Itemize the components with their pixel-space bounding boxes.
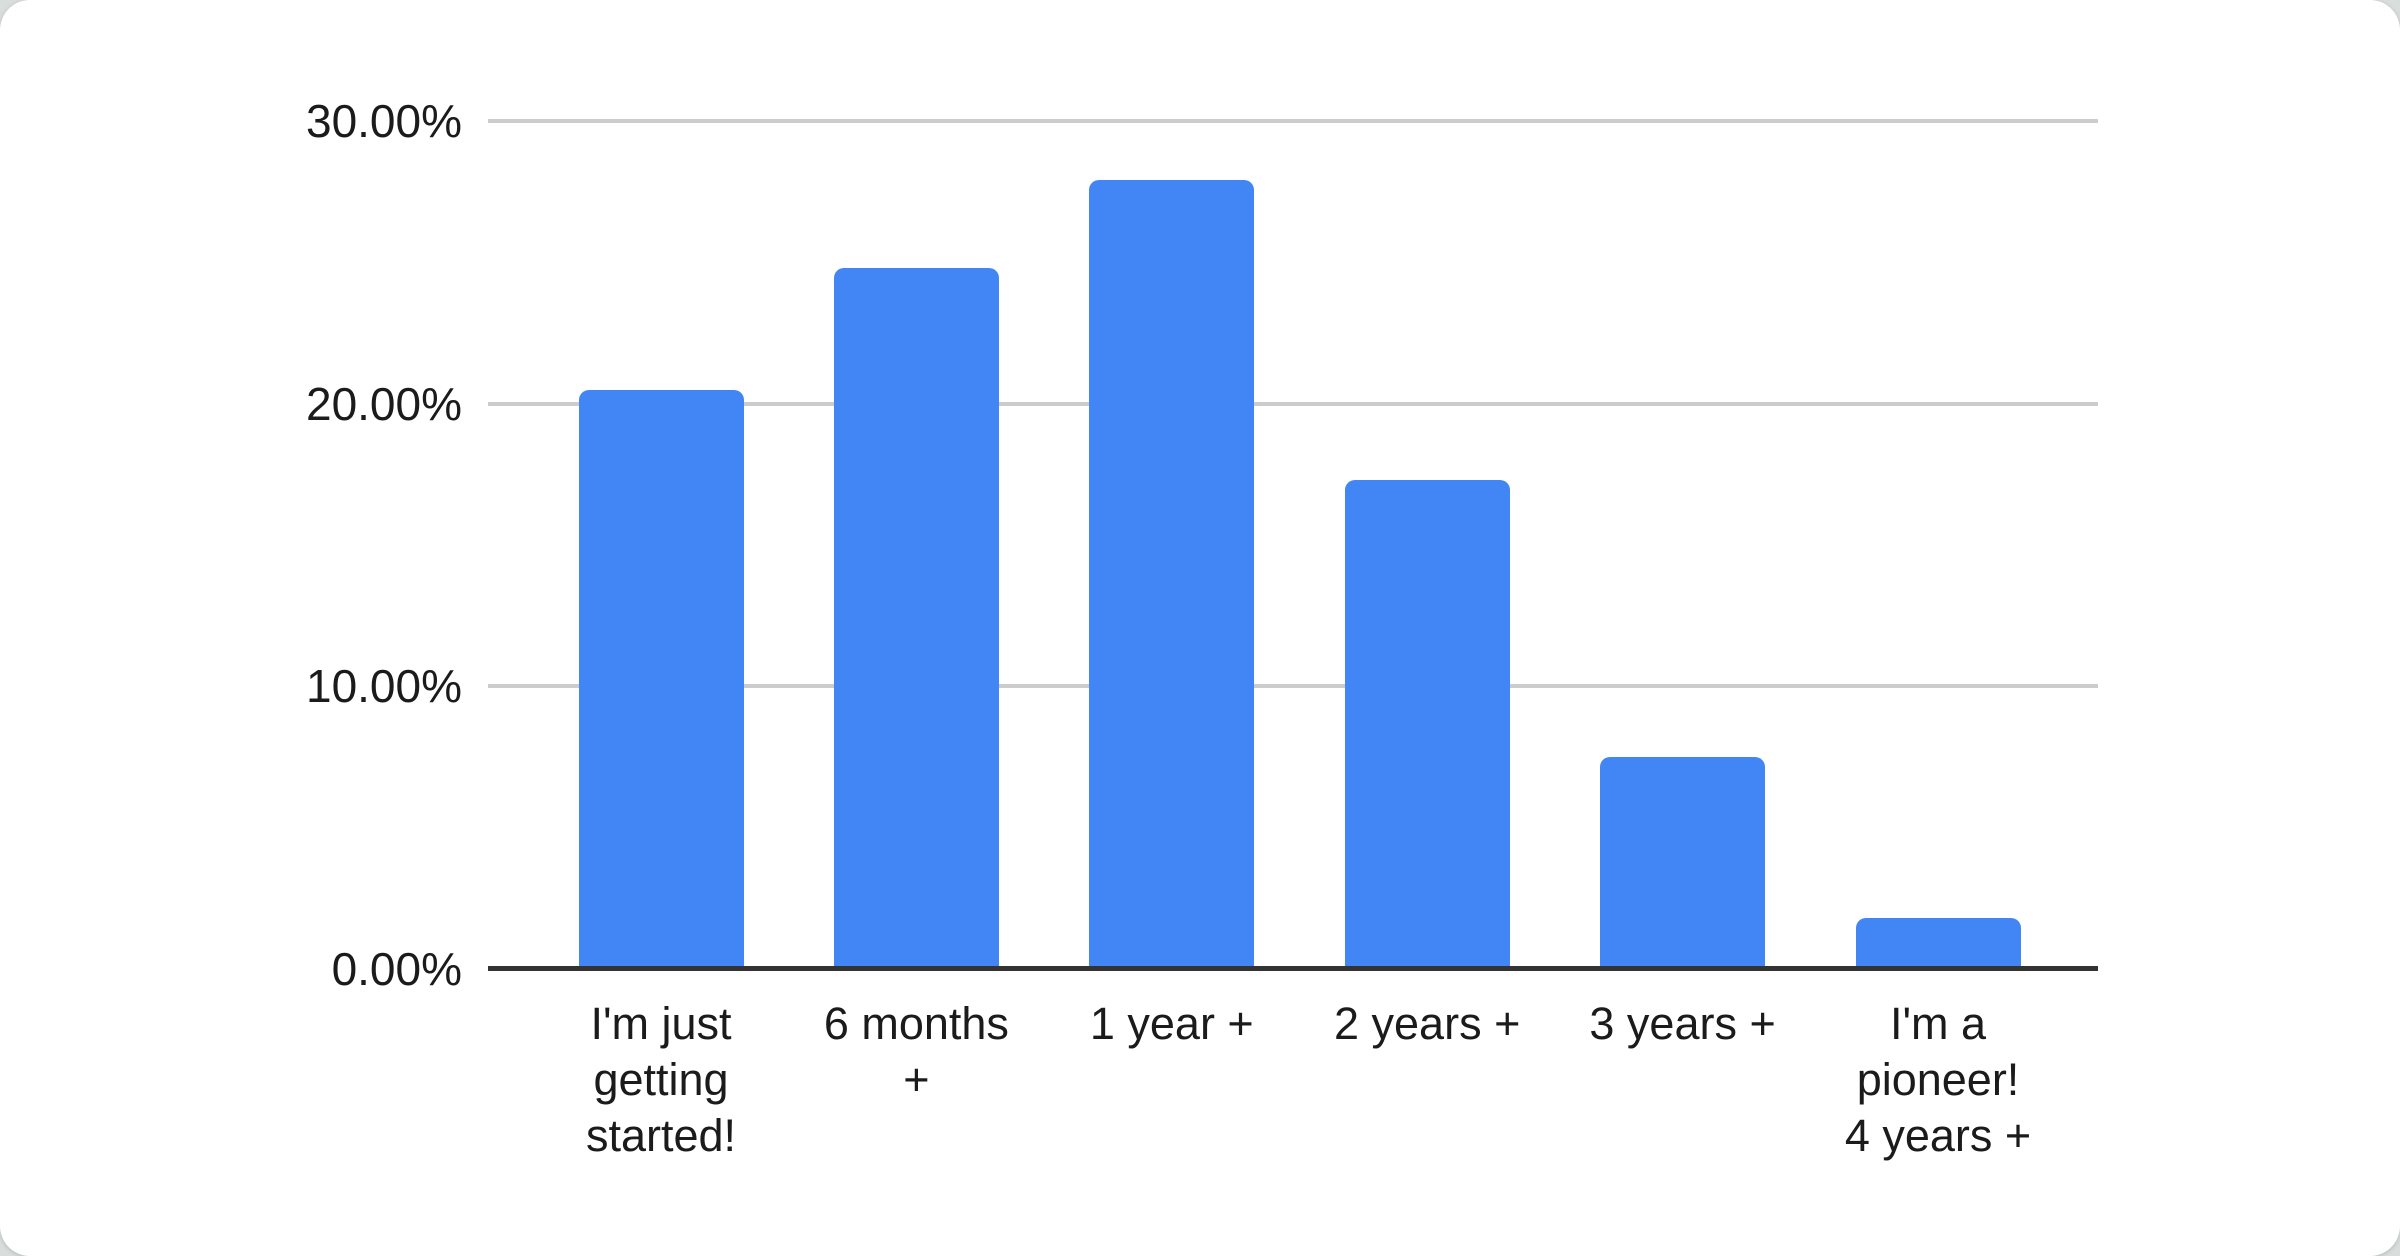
y-axis-tick-label: 0.00% <box>331 943 462 995</box>
x-axis-category-label: 2 years + <box>1334 998 1521 1049</box>
x-axis-category-label: 3 years + <box>1589 998 1776 1049</box>
bar <box>1855 918 2021 969</box>
x-axis-category-label: I'm just getting started! <box>585 998 737 1161</box>
y-axis-tick-label: 30.00% <box>305 95 462 147</box>
gridline <box>488 684 2098 689</box>
plot-area <box>488 119 2098 971</box>
bar <box>1600 757 1766 969</box>
x-axis-line <box>488 966 2098 971</box>
x-axis-category-label: I'm a pioneer! 4 years + <box>1844 998 2032 1161</box>
y-axis-tick-label: 10.00% <box>305 660 462 713</box>
x-axis-category-label: 6 months + <box>823 998 1009 1105</box>
bar <box>578 389 744 969</box>
x-axis-category-label: 1 year + <box>1089 998 1254 1049</box>
gridline <box>488 401 2098 406</box>
bar <box>1344 480 1510 969</box>
bar <box>1089 180 1255 969</box>
y-axis-tick-label: 20.00% <box>305 377 462 430</box>
y-axis: 0.00% 10.00% 20.00% 30.00% <box>0 95 462 995</box>
bar <box>833 268 999 969</box>
x-axis: I'm just getting started! 6 months + 1 yea… <box>488 996 2098 1256</box>
gridline <box>488 119 2098 123</box>
